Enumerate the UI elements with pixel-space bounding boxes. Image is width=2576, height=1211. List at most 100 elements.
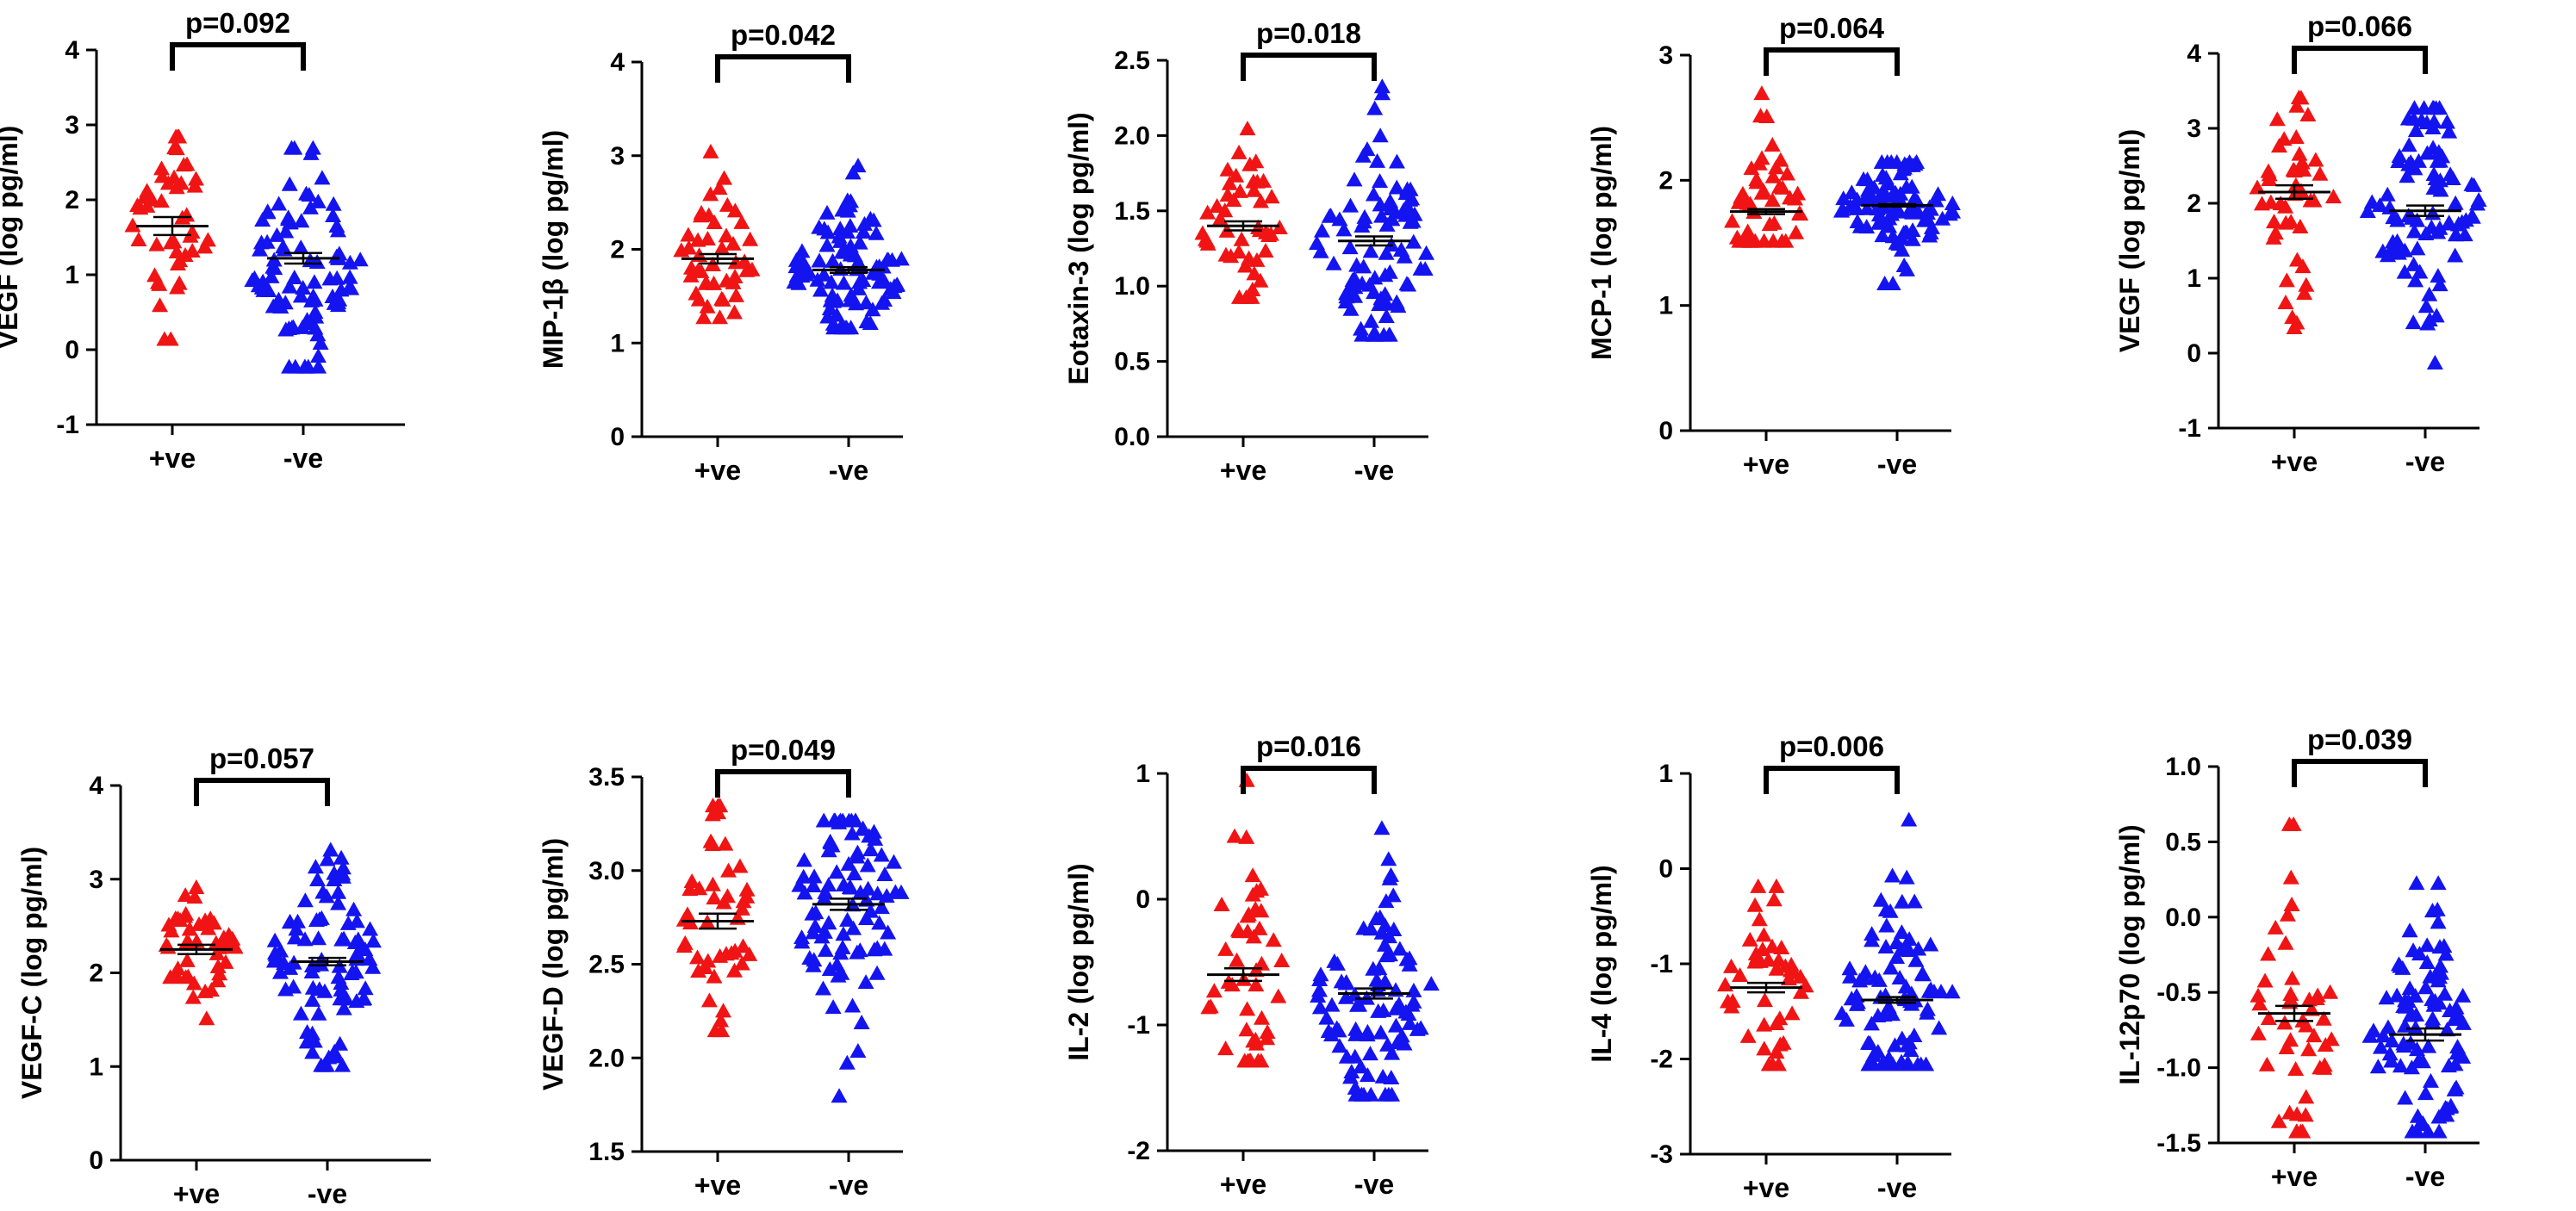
data-point (706, 275, 723, 290)
data-point (1765, 891, 1783, 907)
data-point (690, 963, 707, 978)
data-point (1221, 175, 1238, 190)
x-category-label-negative: -ve (1877, 1172, 1917, 1203)
data-point (1734, 185, 1752, 201)
data-point (1765, 214, 1783, 230)
data-point (717, 835, 734, 851)
data-point (787, 258, 805, 274)
data-point (2409, 1108, 2426, 1123)
data-point (2420, 1123, 2437, 1139)
data-point (1372, 173, 1389, 189)
data-point (2270, 1113, 2287, 1128)
data-point (2251, 996, 2268, 1011)
data-point (1231, 183, 1248, 198)
data-point (1342, 197, 1360, 213)
data-point (2378, 990, 2395, 1005)
data-point (1906, 1027, 1923, 1042)
data-point (148, 236, 165, 252)
data-point (1768, 960, 1785, 976)
data-point (855, 224, 872, 239)
data-point (880, 252, 897, 267)
data-point (1271, 220, 1288, 235)
data-point (1246, 265, 1263, 281)
data-point (330, 294, 347, 309)
data-point (196, 239, 214, 254)
data-point (1253, 1009, 1270, 1025)
data-point (1879, 154, 1896, 170)
data-points-positive (1716, 878, 1814, 1071)
data-point (1213, 897, 1230, 912)
significance-bracket (2292, 759, 2428, 787)
data-point (1892, 165, 1909, 181)
data-point (2307, 152, 2324, 167)
data-point (2431, 276, 2448, 292)
data-point (700, 953, 717, 968)
data-point (2305, 1028, 2323, 1043)
data-point (1782, 189, 1799, 205)
data-point (2441, 123, 2458, 139)
y-tick-label: 0.5 (2165, 828, 2201, 856)
data-point (2400, 137, 2417, 152)
data-point (1205, 983, 1223, 998)
data-point (1366, 270, 1384, 285)
data-point (308, 254, 326, 270)
y-tick-label: 3 (610, 142, 625, 171)
data-point (341, 269, 358, 284)
data-point (308, 308, 325, 324)
y-tick-label: -1 (1127, 1011, 1150, 1040)
y-tick-label: 0.0 (2165, 904, 2201, 932)
data-point (844, 997, 862, 1013)
data-point (712, 1012, 730, 1028)
y-tick-label: 1 (610, 329, 625, 357)
data-point (309, 326, 327, 342)
data-point (823, 274, 840, 289)
data-point (700, 992, 718, 1008)
data-point (2401, 980, 2418, 996)
data-point (817, 884, 834, 899)
data-point (834, 939, 851, 954)
x-category-label-positive: +ve (1743, 1172, 1789, 1203)
data-point (727, 254, 744, 270)
x-category-label-positive: +ve (1220, 455, 1266, 486)
data-point (1838, 1011, 1855, 1027)
data-point (1422, 976, 1440, 991)
data-point (1772, 152, 1789, 167)
data-point (2282, 985, 2299, 1001)
data-point (169, 256, 186, 271)
data-point (812, 282, 830, 297)
data-point (2298, 1017, 2315, 1033)
data-point (871, 274, 888, 289)
data-points-positive (2249, 89, 2342, 335)
data-point (702, 833, 719, 848)
data-point (825, 812, 843, 828)
data-point (2277, 294, 2294, 309)
data-point (843, 287, 860, 302)
data-point (1384, 211, 1401, 227)
data-point (1378, 307, 1395, 323)
data-point (1347, 288, 1364, 303)
data-point (1248, 962, 1265, 978)
data-point (2288, 252, 2305, 267)
data-point (1384, 887, 1402, 903)
data-point (869, 885, 887, 901)
data-point (1877, 987, 1895, 1003)
data-point (304, 991, 321, 1007)
data-point (814, 980, 831, 996)
data-point (2381, 1046, 2399, 1061)
data-point (695, 309, 712, 325)
data-point (272, 942, 289, 958)
data-point (277, 223, 295, 239)
y-tick-label: 0 (65, 336, 79, 364)
data-point (885, 854, 902, 869)
data-point (1226, 828, 1243, 843)
data-point (2396, 1038, 2413, 1053)
data-point (1328, 955, 1346, 971)
y-tick-label: 1.0 (2165, 753, 2201, 781)
data-point (1768, 1015, 1785, 1030)
data-point (1728, 229, 1745, 245)
data-point (334, 1057, 352, 1072)
data-point (862, 903, 879, 918)
data-point (1756, 1016, 1773, 1032)
data-point (2407, 1020, 2424, 1035)
data-point (1362, 243, 1379, 258)
